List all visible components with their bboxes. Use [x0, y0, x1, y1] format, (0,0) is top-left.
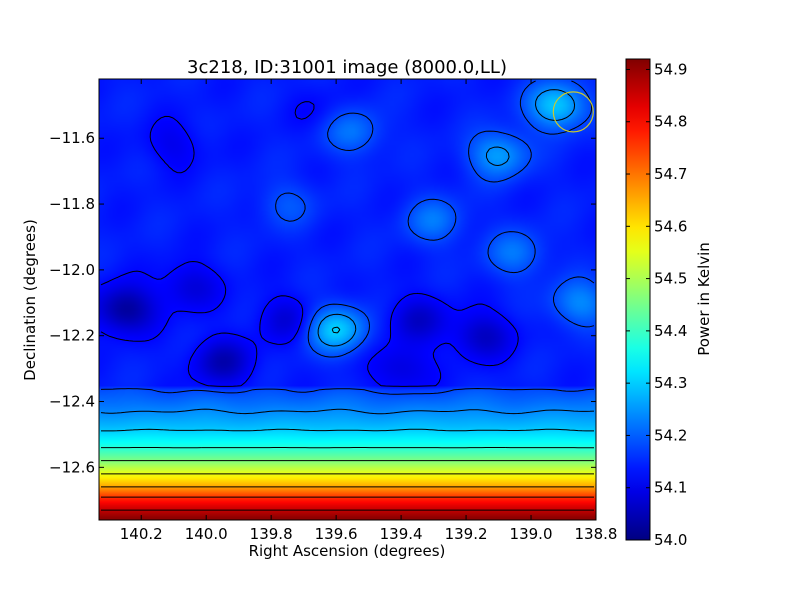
y-tick-label: −12.0 [49, 261, 95, 279]
y-tick-label: −12.4 [49, 393, 95, 411]
x-tick-label: 140.2 [120, 525, 163, 543]
colorbar-tick-label: 54.7 [654, 165, 687, 183]
x-tick-label: 140.0 [185, 525, 228, 543]
x-tick-label: 139.2 [445, 525, 488, 543]
colorbar-tick-label: 54.1 [654, 479, 687, 497]
colorbar-tick-label: 54.5 [654, 270, 687, 288]
colorbar-tick-label: 54.3 [654, 374, 687, 392]
contour-level-3 [101, 326, 594, 432]
colorbar-tick-label: 54.2 [654, 426, 687, 444]
x-axis: 140.2 140.0 139.8 139.6 139.4 139.2 139.0 138.8 [120, 79, 618, 543]
x-tick-label: 139.6 [315, 525, 358, 543]
x-axis-label: Right Ascension (degrees) [249, 542, 446, 560]
colorbar-gradient [626, 59, 650, 540]
contour-lines [100, 80, 595, 511]
colorbar-ticks: 54.0 54.1 54.2 54.3 54.4 54.5 54.6 54.7 54.8 54.9 [626, 60, 687, 549]
colorbar-tick-label: 54.4 [654, 322, 687, 340]
y-axis: −11.6 −11.8 −12.0 −12.2 −12.4 −12.6 [49, 129, 596, 476]
colorbar-tick-label: 54.0 [654, 531, 687, 549]
colorbar-frame [625, 58, 651, 541]
y-tick-label: −11.8 [49, 195, 95, 213]
y-tick-label: −12.6 [49, 458, 95, 476]
colorbar: 54.0 54.1 54.2 54.3 54.4 54.5 54.6 54.7 54.8 54.9… [625, 58, 713, 549]
plot-area [98, 78, 597, 521]
y-axis-label: Declination (degrees) [21, 219, 39, 381]
colorbar-tick-label: 54.8 [654, 113, 687, 131]
plot-frame [98, 78, 597, 521]
y-tick-label: −11.6 [49, 129, 95, 147]
contour-level-1 [100, 80, 595, 395]
y-tick-label: −12.2 [49, 327, 95, 345]
colorbar-tick-label: 54.6 [654, 217, 687, 235]
heatmap-image [99, 79, 596, 520]
source-marker-circle [552, 91, 594, 133]
chart-title: 3c218, ID:31001 image (8000.0,LL) [187, 57, 507, 78]
x-tick-label: 139.4 [380, 525, 423, 543]
contour-level-0 [100, 101, 519, 387]
contour-level-2 [100, 89, 595, 415]
x-tick-label: 139.0 [510, 525, 553, 543]
colorbar-tick-label: 54.9 [654, 60, 687, 78]
colorbar-label: Power in Kelvin [695, 242, 713, 356]
x-tick-label: 138.8 [575, 525, 618, 543]
x-tick-label: 139.8 [250, 525, 293, 543]
